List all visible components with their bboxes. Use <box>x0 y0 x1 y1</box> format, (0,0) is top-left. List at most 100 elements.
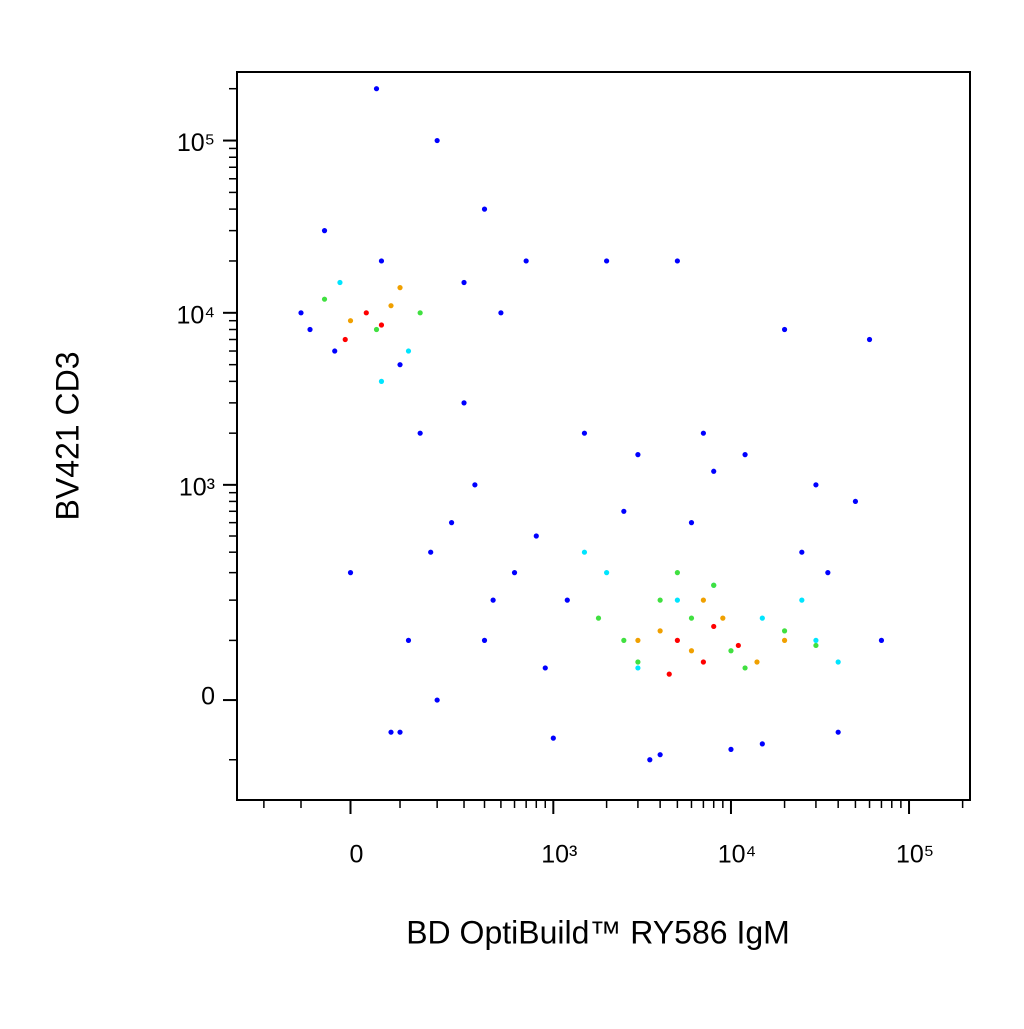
event-dot <box>621 637 627 643</box>
event-dot <box>835 659 841 665</box>
event-dot <box>711 582 717 588</box>
event-dot <box>666 671 672 677</box>
event-dot <box>781 326 788 333</box>
event-dot <box>835 729 841 735</box>
event-dot <box>866 336 873 343</box>
event-dot <box>581 430 588 436</box>
event-dot <box>635 452 641 458</box>
event-dot <box>481 637 488 643</box>
event-dot <box>472 482 478 488</box>
event-dot <box>405 348 412 354</box>
event-dot <box>711 623 717 630</box>
event-dot <box>657 628 663 634</box>
event-dot <box>657 597 663 603</box>
event-dot <box>799 597 805 603</box>
event-dot <box>550 735 556 741</box>
event-dot <box>604 258 610 264</box>
event-dot <box>373 326 380 333</box>
event-dot <box>523 258 529 264</box>
event-dot <box>635 665 641 671</box>
event-dot <box>405 637 412 643</box>
event-dot <box>388 303 394 309</box>
event-dot <box>397 285 403 291</box>
event-dot <box>781 628 788 634</box>
event-dot <box>490 597 496 603</box>
event-dot <box>621 508 627 514</box>
event-dot <box>564 597 570 603</box>
event-dot <box>428 549 434 555</box>
event-dot <box>759 615 765 621</box>
event-dot <box>448 520 455 526</box>
event-dot <box>674 258 680 264</box>
event-dot <box>342 336 348 343</box>
x-tick-label: 10³ <box>541 841 577 869</box>
y-tick-label: 0 <box>201 683 215 711</box>
event-dot <box>417 310 423 316</box>
event-dot <box>347 570 354 576</box>
event-dot <box>674 597 680 603</box>
event-dot <box>700 659 706 665</box>
event-dot <box>321 228 328 234</box>
event-dot <box>378 378 385 384</box>
event-dot <box>647 757 653 763</box>
event-dot <box>688 615 695 621</box>
event-dot <box>307 326 313 333</box>
event-dot <box>781 637 788 643</box>
event-dot <box>799 549 805 555</box>
x-tick-label: 10⁴ <box>718 841 757 869</box>
event-dot <box>581 549 588 555</box>
event-dot <box>347 318 354 324</box>
event-dot <box>657 752 663 758</box>
event-dot <box>397 362 403 368</box>
event-dot <box>728 746 734 752</box>
event-dot <box>700 597 706 603</box>
event-dot <box>852 498 859 505</box>
plot-frame <box>236 71 971 801</box>
event-dot <box>373 86 380 92</box>
event-dot <box>397 729 403 735</box>
event-dot <box>674 570 680 576</box>
x-axis-title: BD OptiBuild™ RY586 IgM <box>406 914 790 950</box>
y-axis-title: BV421 CD3 <box>49 352 85 521</box>
event-dot <box>363 310 369 316</box>
event-dot <box>461 279 467 286</box>
event-dot <box>759 741 765 747</box>
event-dot <box>378 258 385 264</box>
event-dot <box>813 642 819 649</box>
event-dot <box>674 637 680 643</box>
event-dot <box>604 570 610 576</box>
event-dot <box>388 729 394 735</box>
y-tick-label: 10⁴ <box>176 301 215 329</box>
event-dot <box>434 697 440 703</box>
x-tick-label: 10⁵ <box>896 841 934 869</box>
event-dot <box>298 310 304 316</box>
event-dot <box>813 637 819 643</box>
event-dot <box>542 665 548 671</box>
event-dot <box>878 637 885 643</box>
event-dot <box>533 533 539 539</box>
y-tick-label: 10³ <box>179 473 215 501</box>
x-tick-label: 0 <box>350 841 364 869</box>
event-dot <box>481 206 488 212</box>
event-dot <box>434 137 440 144</box>
event-dot <box>635 637 641 643</box>
event-dot <box>720 615 726 621</box>
event-dot <box>754 659 760 665</box>
event-dot <box>813 482 819 488</box>
y-tick-label: 10⁵ <box>177 129 215 157</box>
event-dot <box>332 348 338 354</box>
event-dot <box>728 648 734 654</box>
event-dot <box>688 520 695 526</box>
event-dot <box>711 468 717 474</box>
event-dot <box>635 659 641 665</box>
event-dot <box>417 430 423 436</box>
event-dot <box>742 452 748 458</box>
event-dot <box>700 430 706 436</box>
event-dot <box>321 296 328 302</box>
event-dot <box>742 665 748 671</box>
event-dot <box>735 642 741 649</box>
event-dot <box>461 400 467 406</box>
event-dot <box>688 648 695 654</box>
